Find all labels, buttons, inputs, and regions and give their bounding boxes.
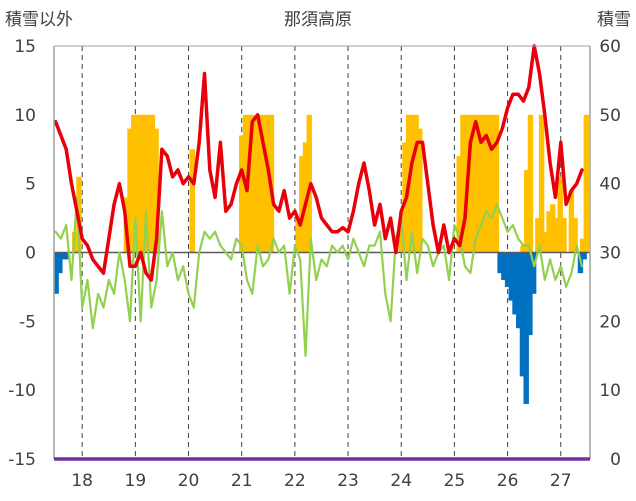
right-tick-label: 40	[599, 175, 621, 195]
bar-s0-51	[546, 211, 552, 253]
bar-s0-18	[257, 114, 264, 253]
bar-s0-52	[550, 204, 556, 253]
vertical-gridlines	[81, 46, 562, 459]
left-tick-label: 10	[14, 106, 36, 126]
bar-s0-20	[265, 114, 271, 253]
lines-group	[53, 44, 584, 357]
left-tick-label: 15	[14, 37, 36, 57]
bar-s0-61	[583, 114, 589, 253]
bar-s0-5	[134, 114, 141, 253]
bar-s1-10	[519, 252, 526, 377]
bar-s0-60	[579, 238, 586, 253]
bar-s0-26	[398, 218, 404, 253]
x-tick-label: 18	[71, 471, 93, 491]
left-tick-label: -15	[8, 450, 36, 470]
bar-s0-7	[142, 114, 148, 253]
x-tick-label: 25	[444, 471, 466, 491]
chart-title: 那須高原	[284, 10, 352, 30]
left-tick-label: 5	[25, 175, 36, 195]
right-tick-label: 60	[599, 37, 621, 57]
bar-s1-5	[501, 252, 507, 281]
x-tick-label: 27	[550, 471, 572, 491]
bar-s1-1	[57, 252, 63, 274]
right-tick-label: 50	[599, 106, 621, 126]
bar-s0-44	[520, 245, 526, 253]
x-tick-label: 19	[125, 471, 147, 491]
bar-s0-30	[413, 114, 419, 253]
bar-s0-16	[250, 114, 256, 253]
right-tick-label: 10	[599, 381, 621, 401]
x-tick-label: 20	[178, 471, 200, 491]
right-tick-label: 0	[610, 450, 621, 470]
bar-s1-11	[523, 252, 529, 404]
bar-s0-53	[553, 218, 560, 253]
left-tick-label: -10	[8, 381, 36, 401]
x-tick-label: 22	[284, 471, 306, 491]
bar-s0-42	[489, 114, 496, 253]
right-tick-label: 20	[599, 312, 621, 332]
bar-s0-49	[538, 114, 545, 253]
right-axis-title: 積雪	[597, 10, 631, 30]
bar-s0-54	[557, 176, 563, 253]
bar-s0-34	[460, 114, 466, 253]
bar-s0-23	[299, 156, 305, 253]
bar-s0-45	[524, 169, 530, 253]
bar-s1-3	[64, 252, 70, 260]
axes-group	[53, 45, 591, 461]
x-tick-label: 26	[497, 471, 519, 491]
bar-s0-22	[295, 218, 301, 253]
left-tick-label: 0	[25, 244, 36, 264]
bar-s0-29	[409, 114, 416, 253]
bar-s0-8	[145, 114, 152, 253]
series-line-red	[53, 44, 584, 282]
bar-s1-7	[508, 252, 515, 301]
bar-s1-6	[504, 252, 511, 287]
bar-s0-48	[535, 218, 541, 253]
bar-s0-31	[417, 128, 423, 253]
bar-s0-58	[572, 218, 578, 253]
bar-s0-13	[239, 135, 245, 253]
bar-s0-4	[131, 114, 137, 253]
bar-s0-12	[189, 149, 195, 253]
bar-s0-40	[482, 114, 488, 253]
bar-s0-10	[153, 128, 159, 253]
bar-s1-0	[53, 252, 59, 294]
bar-s1-12	[527, 252, 533, 336]
bar-s1-2	[60, 252, 67, 260]
right-tick-label: 30	[599, 244, 621, 264]
bar-s0-39	[478, 114, 485, 253]
bar-s0-36	[467, 114, 474, 253]
x-tick-label: 24	[390, 471, 412, 491]
tick-labels-group: -15 -10 -5 0 5 10 15 0 10 20 30 40 50 60 18 19 20 21 22 23 2…	[8, 37, 621, 491]
bar-s0-38	[475, 114, 481, 253]
left-tick-label: -5	[19, 312, 36, 332]
bar-s0-55	[561, 218, 567, 253]
bar-s1-4	[497, 252, 503, 274]
bar-s0-6	[138, 114, 144, 253]
bar-s0-19	[261, 114, 267, 253]
x-tick-label: 23	[337, 471, 359, 491]
bar-s0-37	[471, 114, 477, 253]
bar-s0-50	[542, 231, 549, 253]
bar-s0-41	[486, 114, 492, 253]
bar-s1-13	[530, 252, 537, 294]
bar-s0-57	[568, 190, 575, 253]
bar-s0-43	[493, 114, 500, 253]
bar-s0-3	[127, 128, 133, 253]
x-tick-label: 21	[231, 471, 253, 491]
bar-s0-33	[456, 156, 462, 253]
bar-s1-8	[512, 252, 518, 315]
bar-s0-17	[253, 114, 260, 253]
left-axis-title: 積雪以外	[5, 10, 73, 30]
bar-s1-9	[516, 252, 522, 329]
bar-s0-46	[527, 114, 534, 253]
bar-s1-15	[581, 252, 587, 260]
bar-s0-9	[149, 114, 156, 253]
